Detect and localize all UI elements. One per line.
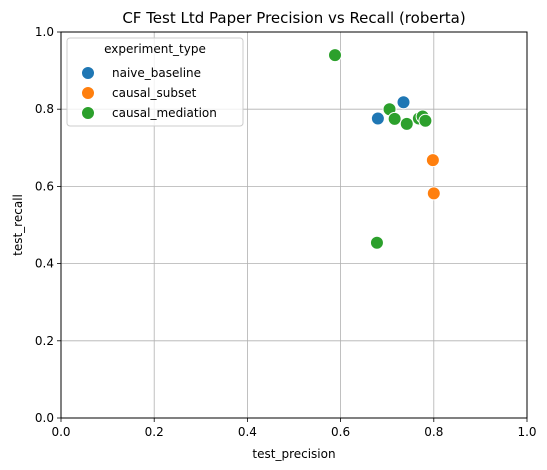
point-causal-mediation xyxy=(418,113,433,128)
point-causal-subset xyxy=(426,186,441,201)
legend-label-causal-mediation: causal_mediation xyxy=(112,106,217,120)
x-tick-label: 0.6 xyxy=(331,425,350,439)
x-axis-ticks: 0.0 0.2 0.4 0.6 0.8 1.0 xyxy=(51,418,537,439)
y-axis-ticks: 0.0 0.2 0.4 0.6 0.8 1.0 xyxy=(35,25,61,425)
y-tick-label: 1.0 xyxy=(35,25,54,39)
legend-frame xyxy=(66,37,244,127)
y-tick-label: 0.2 xyxy=(35,334,54,348)
legend: experiment_type naive_baseline causal_su… xyxy=(66,37,244,127)
point-naive-baseline xyxy=(370,111,385,126)
legend-marker-naive-baseline xyxy=(81,66,95,80)
y-tick-label: 0.0 xyxy=(35,411,54,425)
point-causal-mediation xyxy=(369,235,384,250)
plot-frame xyxy=(60,31,528,419)
y-tick-label: 0.8 xyxy=(35,102,54,116)
legend-label-causal-subset: causal_subset xyxy=(112,86,197,100)
x-tick-label: 0.0 xyxy=(51,425,70,439)
x-tick-label: 0.8 xyxy=(424,425,443,439)
legend-marker-causal-mediation xyxy=(81,106,95,120)
point-causal-mediation xyxy=(387,111,402,126)
chart-title: CF Test Ltd Paper Precision vs Recall (r… xyxy=(122,9,465,27)
y-tick-label: 0.4 xyxy=(35,257,54,271)
point-naive-baseline xyxy=(396,95,411,110)
legend-label-naive-baseline: naive_baseline xyxy=(112,66,201,80)
x-tick-label: 0.2 xyxy=(145,425,164,439)
data-points xyxy=(328,48,441,250)
x-tick-label: 0.4 xyxy=(238,425,257,439)
x-axis-label: test_precision xyxy=(252,447,335,461)
legend-title: experiment_type xyxy=(104,42,206,56)
legend-marker-causal-subset xyxy=(81,86,95,100)
point-causal-mediation xyxy=(399,116,414,131)
point-causal-subset xyxy=(425,153,440,168)
point-causal-mediation xyxy=(328,48,343,63)
y-axis-label: test_recall xyxy=(11,194,25,256)
y-tick-label: 0.6 xyxy=(35,179,54,193)
x-tick-label: 1.0 xyxy=(517,425,536,439)
